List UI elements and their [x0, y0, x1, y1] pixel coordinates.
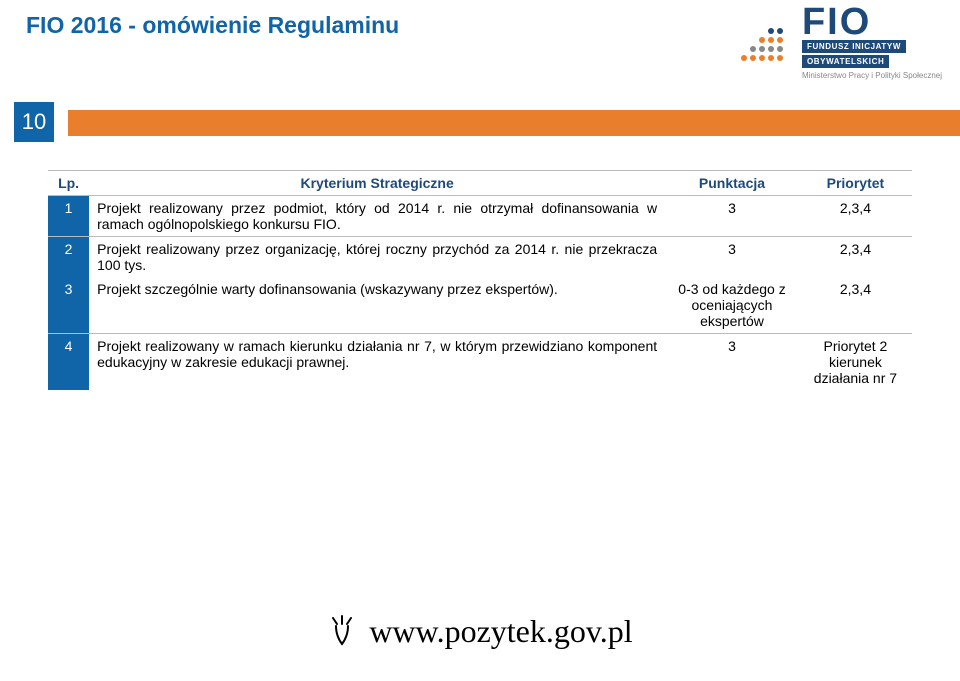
logo-ministry: Ministerstwo Pracy i Polityki Społecznej — [802, 71, 942, 80]
col-header-pkt: Punktacja — [665, 171, 799, 196]
cell-pkt: 3 — [665, 196, 799, 237]
cell-lp: 4 — [48, 334, 89, 391]
cell-prio: Priorytet 2 kierunek działania nr 7 — [799, 334, 912, 391]
footer-url: www.pozytek.gov.pl — [369, 613, 632, 650]
cell-lp: 3 — [48, 277, 89, 334]
logo-dots-icon — [738, 22, 788, 64]
cell-lp: 1 — [48, 196, 89, 237]
cell-prio: 2,3,4 — [799, 237, 912, 278]
cell-pkt: 3 — [665, 237, 799, 278]
cell-kryt: Projekt realizowany w ramach kierunku dz… — [89, 334, 665, 391]
logo-text-block: FIO FUNDUSZ INICJATYW OBYWATELSKICH Mini… — [802, 6, 942, 80]
cell-prio: 2,3,4 — [799, 196, 912, 237]
logo-wordmark: FIO — [802, 6, 871, 38]
table-row: 1 Projekt realizowany przez podmiot, któ… — [48, 196, 912, 237]
logo-subtitle-1: FUNDUSZ INICJATYW — [802, 40, 906, 53]
table-row: 4 Projekt realizowany w ramach kierunku … — [48, 334, 912, 391]
slide-number: 10 — [22, 109, 46, 135]
hands-icon — [327, 614, 357, 648]
slide-number-box: 10 — [14, 102, 54, 142]
table-header-row: Lp. Kryterium Strategiczne Punktacja Pri… — [48, 171, 912, 196]
col-header-prio: Priorytet — [799, 171, 912, 196]
criteria-table: Lp. Kryterium Strategiczne Punktacja Pri… — [48, 170, 912, 390]
slide-footer: www.pozytek.gov.pl — [0, 613, 960, 654]
table-row: 2 Projekt realizowany przez organizację,… — [48, 237, 912, 278]
cell-kryt: Projekt szczególnie warty dofinansowania… — [89, 277, 665, 334]
col-header-lp: Lp. — [48, 171, 89, 196]
slide-title: FIO 2016 - omówienie Regulaminu — [26, 12, 399, 39]
slide-header: FIO 2016 - omówienie Regulaminu — [0, 0, 960, 110]
cell-kryt: Projekt realizowany przez podmiot, który… — [89, 196, 665, 237]
cell-prio: 2,3,4 — [799, 277, 912, 334]
table-row: 3 Projekt szczególnie warty dofinansowan… — [48, 277, 912, 334]
cell-pkt: 0-3 od każdego z oceniających ekspertów — [665, 277, 799, 334]
logo-area: FIO FUNDUSZ INICJATYW OBYWATELSKICH Mini… — [738, 6, 942, 80]
table-container: Lp. Kryterium Strategiczne Punktacja Pri… — [48, 170, 912, 390]
logo-subtitle-2: OBYWATELSKICH — [802, 55, 889, 68]
footer-inner: www.pozytek.gov.pl — [327, 613, 632, 650]
cell-lp: 2 — [48, 237, 89, 278]
cell-kryt: Projekt realizowany przez organizację, k… — [89, 237, 665, 278]
orange-accent-bar — [68, 110, 960, 136]
col-header-kryt: Kryterium Strategiczne — [89, 171, 665, 196]
cell-pkt: 3 — [665, 334, 799, 391]
